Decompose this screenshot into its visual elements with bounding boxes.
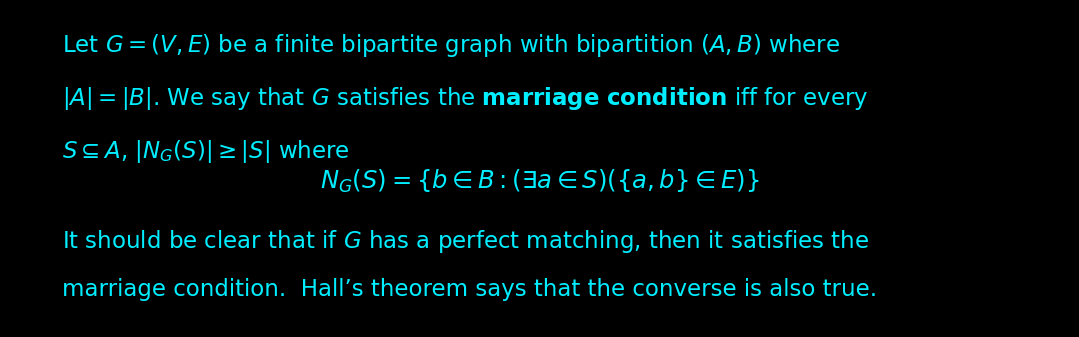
- Text: Let $G = (V, E)$ be a finite bipartite graph with bipartition $(A, B)$ where: Let $G = (V, E)$ be a finite bipartite g…: [62, 32, 839, 59]
- Text: $N_G(S) = \{b \in B : (\exists a \in S)(\{a, b\} \in E)\}$: $N_G(S) = \{b \in B : (\exists a \in S)(…: [319, 168, 760, 195]
- Text: It should be clear that if $G$ has a perfect matching, then it satisfies the: It should be clear that if $G$ has a per…: [62, 228, 869, 255]
- Text: $|A| = |B|$. We say that $G$ satisfies the $\mathbf{marriage\ condition}$ iff fo: $|A| = |B|$. We say that $G$ satisfies t…: [62, 85, 868, 112]
- Text: $S \subseteq A$, $|N_G(S)| \geq |S|$ where: $S \subseteq A$, $|N_G(S)| \geq |S|$ whe…: [62, 138, 350, 165]
- Text: marriage condition.  Hall’s theorem says that the converse is also true.: marriage condition. Hall’s theorem says …: [62, 278, 876, 301]
